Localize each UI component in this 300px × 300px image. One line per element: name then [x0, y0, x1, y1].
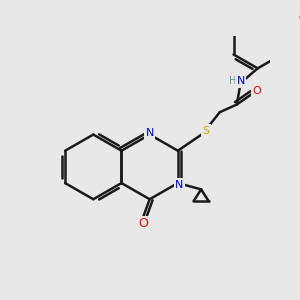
Text: O: O — [139, 218, 148, 230]
Text: N: N — [236, 76, 245, 86]
Text: S: S — [202, 126, 209, 136]
Text: O: O — [298, 13, 300, 22]
Text: N: N — [146, 128, 154, 138]
Text: H: H — [229, 76, 237, 86]
Text: N: N — [175, 180, 184, 190]
Text: O: O — [253, 86, 261, 96]
